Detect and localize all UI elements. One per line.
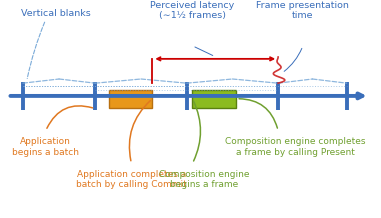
Text: Frame presentation
time: Frame presentation time [256,1,349,20]
Bar [109,90,152,108]
Text: Vertical blanks: Vertical blanks [21,9,91,18]
Text: Composition engine completes
a frame by calling Present: Composition engine completes a frame by … [225,137,365,157]
Text: Application completes a
batch by calling Commit: Application completes a batch by calling… [76,170,187,189]
Text: Perceived latency
(∼1½ frames): Perceived latency (∼1½ frames) [150,1,235,20]
Bar [192,90,236,108]
Text: Composition engine
begins a frame: Composition engine begins a frame [158,170,249,189]
Text: Application
begins a batch: Application begins a batch [12,137,79,157]
